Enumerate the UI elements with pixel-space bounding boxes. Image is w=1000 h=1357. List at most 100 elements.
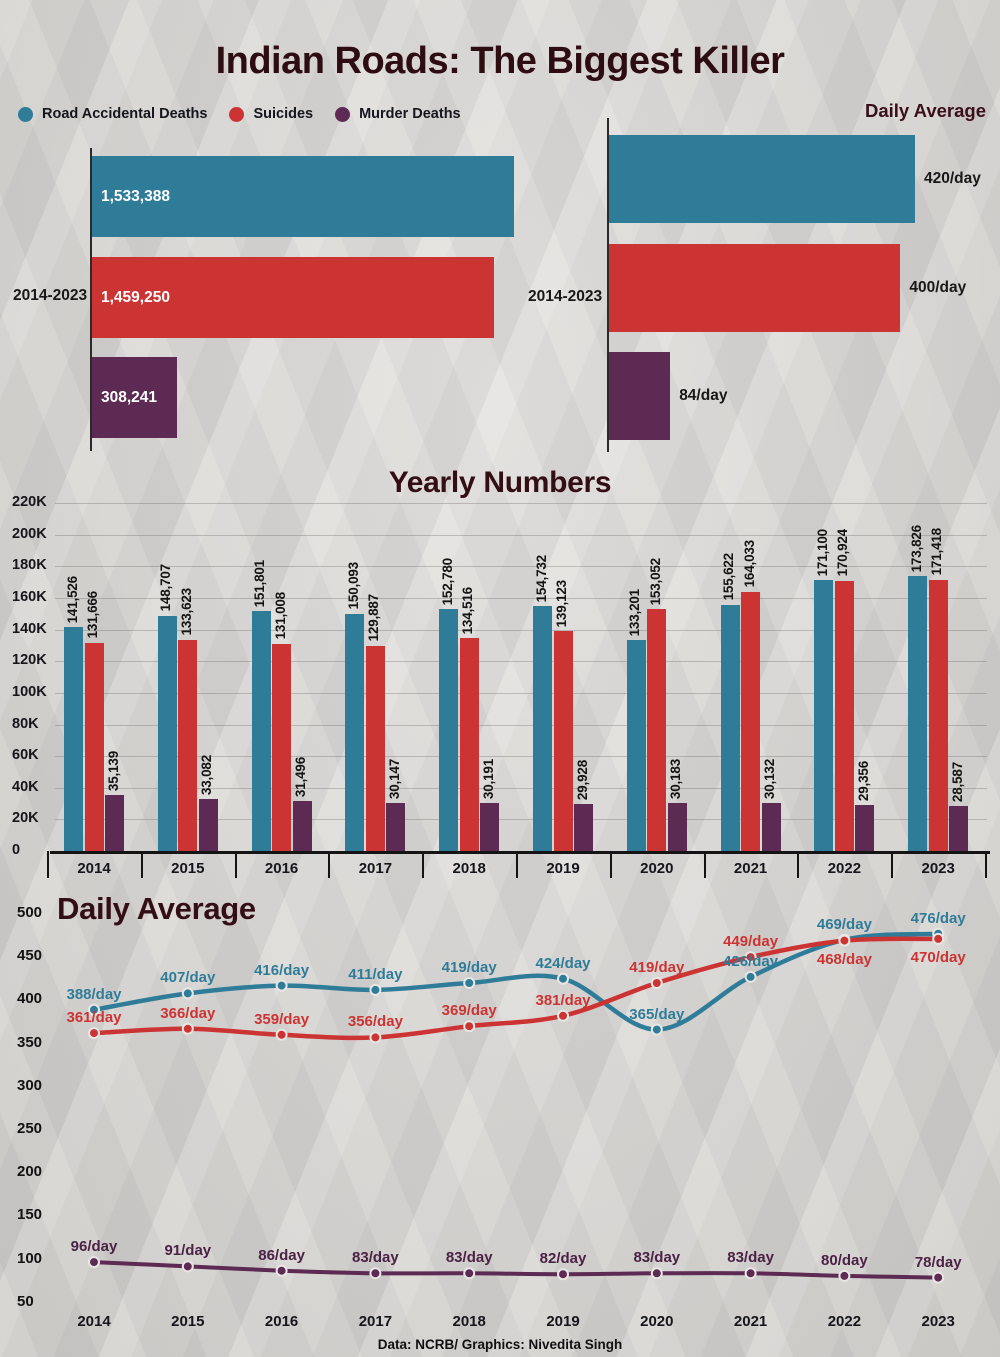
data-point-2014 <box>88 1027 100 1040</box>
bar-value-label-rotated: 35,139 <box>105 751 121 792</box>
yearly-bar-murder-deaths-2016 <box>292 801 312 851</box>
y-axis-tick-label: 0 <box>12 842 21 858</box>
x-axis-year-label: 2018 <box>452 860 486 877</box>
bar-value-label: 400/day <box>909 279 967 296</box>
x-axis-year-label: 2016 <box>264 1313 299 1330</box>
x-axis-year-label: 2015 <box>171 1313 205 1330</box>
x-axis-tick <box>516 851 518 878</box>
yearly-bar-murder-deaths-2015 <box>198 798 218 851</box>
yearly-bar-suicides-2021 <box>741 591 761 851</box>
line-path-road-accidental-deaths <box>91 931 941 1032</box>
y-axis-tick-label: 220K <box>12 494 47 510</box>
data-point-2023 <box>932 1271 945 1284</box>
point-value-label: 369/day <box>441 1002 497 1020</box>
bar-total-suicides: 1,459,250 <box>92 257 494 338</box>
data-point-2016 <box>275 1264 288 1277</box>
point-value-label: 416/day <box>254 961 310 979</box>
x-axis-tick <box>422 851 425 878</box>
yearly-bar-road-accidental-deaths-2020 <box>626 640 646 851</box>
yearly-bar-suicides-2020 <box>647 608 667 851</box>
data-point-2014 <box>88 1256 100 1269</box>
point-value-label: 83/day <box>445 1249 493 1267</box>
yearly-numbers-chart: 220K 200K 180K 160K 140K 120K 100K 80K 60K 40K 20K… <box>0 494 1000 897</box>
yearly-bar-suicides-2018 <box>459 638 479 851</box>
point-value-label: 411/day <box>348 965 403 983</box>
gridline <box>55 724 987 726</box>
bar-value-label-rotated: 29,928 <box>574 759 590 800</box>
yearly-bar-murder-deaths-2018 <box>480 803 500 851</box>
page-title: Indian Roads: The Biggest Killer <box>215 40 785 82</box>
bar-value-label-rotated: 170,924 <box>835 529 851 577</box>
bar-value-label-rotated: 129,887 <box>366 594 382 642</box>
yearly-bar-murder-deaths-2023 <box>949 805 969 851</box>
gridline <box>55 566 987 568</box>
yearly-bar-road-accidental-deaths-2014 <box>64 627 83 851</box>
y-axis-tick-label: 60K <box>12 747 39 764</box>
point-value-label: 83/day <box>727 1249 774 1267</box>
bar-value-label-rotated: 154,732 <box>533 554 549 603</box>
point-value-label: 407/day <box>160 969 216 987</box>
x-axis-year-label: 2023 <box>921 1313 955 1330</box>
yearly-bar-road-accidental-deaths-2022 <box>814 580 834 851</box>
point-value-label: 366/day <box>160 1004 216 1022</box>
y-axis-tick-label: 300 <box>17 1076 43 1094</box>
data-point-2018 <box>463 1020 476 1033</box>
x-axis-year-label: 2014 <box>77 860 111 877</box>
gridline <box>55 661 987 663</box>
bar-value-label-rotated: 173,826 <box>908 524 924 572</box>
yearly-bar-suicides-2023 <box>928 579 948 851</box>
bar-value-label-rotated: 131,008 <box>272 592 288 640</box>
yearly-bar-murder-deaths-2021 <box>761 803 781 851</box>
gridline <box>55 597 987 599</box>
daily-average-heading: Daily Average <box>865 100 986 121</box>
line-path-murder-deaths <box>92 1260 941 1280</box>
bar-value-label-rotated: 148,707 <box>158 564 174 612</box>
yearly-bar-murder-deaths-2022 <box>855 804 875 851</box>
y-axis-tick-label: 100K <box>12 683 47 700</box>
bar-daily-road-accidental-deaths: 420/day <box>609 135 981 223</box>
yearly-bar-suicides-2022 <box>834 580 854 851</box>
line-path-suicides <box>91 936 941 1041</box>
bar-value-label-rotated: 30,147 <box>386 759 402 800</box>
y-axis-tick-label: 450 <box>17 947 43 965</box>
y-axis-tick-label: 350 <box>17 1033 43 1051</box>
data-point-2020 <box>650 977 663 989</box>
bar-value-label-rotated: 131,666 <box>85 591 100 639</box>
bar-value-label-rotated: 155,622 <box>721 553 737 601</box>
bar-value-label-rotated: 28,587 <box>949 761 965 802</box>
point-value-label: 469/day <box>816 915 872 933</box>
yearly-bar-suicides-2015 <box>178 639 198 851</box>
data-point-2020 <box>650 1267 663 1280</box>
y-axis-tick-label: 80K <box>12 715 39 732</box>
y-axis-tick-label: 200 <box>17 1163 43 1181</box>
data-point-2019 <box>557 972 569 985</box>
x-axis-year-label: 2015 <box>171 860 205 877</box>
bar-value-label-rotated: 171,418 <box>929 528 945 576</box>
point-value-label: 80/day <box>821 1251 868 1269</box>
totals-bar-chart: 1,533,388 1,459,250 308,241 <box>90 148 524 451</box>
daily-average-line-title: Daily Average <box>57 891 256 926</box>
point-value-label: 468/day <box>816 950 872 968</box>
legend-dot-accidents-icon <box>18 106 33 122</box>
y-axis-tick-label: 180K <box>12 557 47 574</box>
yearly-bar-murder-deaths-2017 <box>386 803 406 851</box>
yearly-bar-suicides-2017 <box>365 645 385 851</box>
x-axis-year-label: 2018 <box>452 1313 486 1330</box>
bar-value-label: 1,533,388 <box>101 187 170 205</box>
x-axis-tick <box>891 851 894 878</box>
data-point-2018 <box>463 977 476 989</box>
data-point-2023 <box>932 932 945 945</box>
point-value-label: 86/day <box>258 1246 305 1264</box>
x-axis-year-label: 2023 <box>921 860 955 877</box>
y-axis-tick-label: 160K <box>12 588 47 605</box>
y-axis-tick-label: 500 <box>17 904 43 921</box>
gridline <box>55 629 987 631</box>
data-point-2019 <box>557 1009 569 1022</box>
data-point-2014 <box>88 1003 100 1016</box>
point-value-label: 426/day <box>723 952 779 970</box>
yearly-bar-suicides-2014 <box>84 642 104 851</box>
x-axis-year-label: 2017 <box>358 1313 393 1330</box>
data-point-2022 <box>838 1269 851 1282</box>
legend-dot-murders-icon <box>335 106 351 122</box>
gridline <box>55 503 987 504</box>
